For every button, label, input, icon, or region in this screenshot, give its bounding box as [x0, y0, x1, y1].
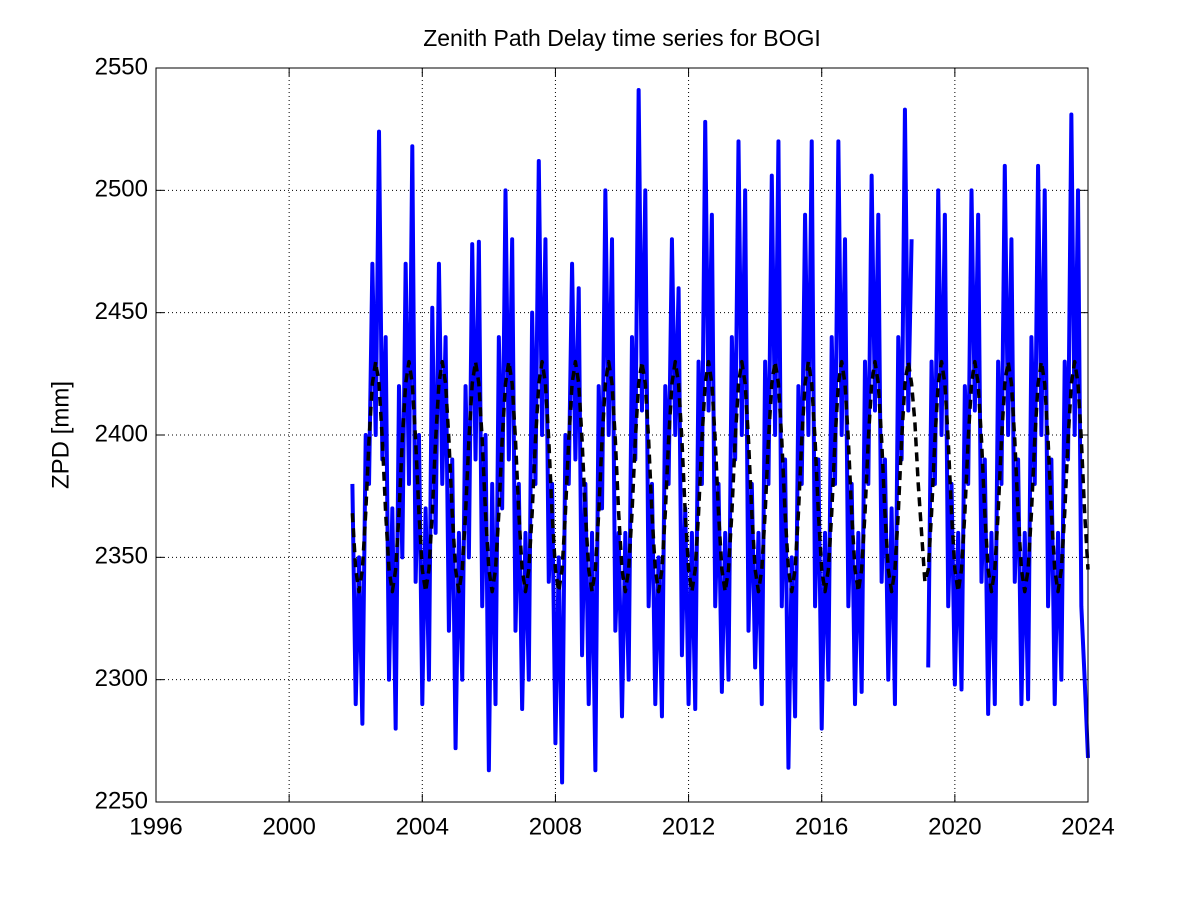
y-tick-label: 2350 — [95, 543, 148, 570]
series-line — [350, 88, 1090, 785]
plot-frame — [155, 67, 1089, 803]
x-tick-label: 1996 — [129, 813, 182, 840]
x-tick-label: 2008 — [529, 813, 582, 840]
x-tick-label: 2000 — [262, 813, 315, 840]
y-tick-label: 2550 — [95, 53, 148, 80]
x-tick-label: 2016 — [795, 813, 848, 840]
x-tick-label: 2012 — [662, 813, 715, 840]
y-tick-label: 2300 — [95, 665, 148, 692]
x-tick-label: 2020 — [928, 813, 981, 840]
y-tick-label: 2250 — [95, 787, 148, 814]
y-tick-label: 2450 — [95, 298, 148, 325]
y-axis-label: ZPD [mm] — [47, 381, 74, 489]
series-line — [350, 359, 1090, 594]
x-tick-label: 2004 — [396, 813, 449, 840]
y-tick-label: 2400 — [95, 420, 148, 447]
chart-title: Zenith Path Delay time series for BOGI — [423, 25, 821, 51]
y-tick-label: 2500 — [95, 176, 148, 203]
x-tick-label: 2024 — [1061, 813, 1114, 840]
